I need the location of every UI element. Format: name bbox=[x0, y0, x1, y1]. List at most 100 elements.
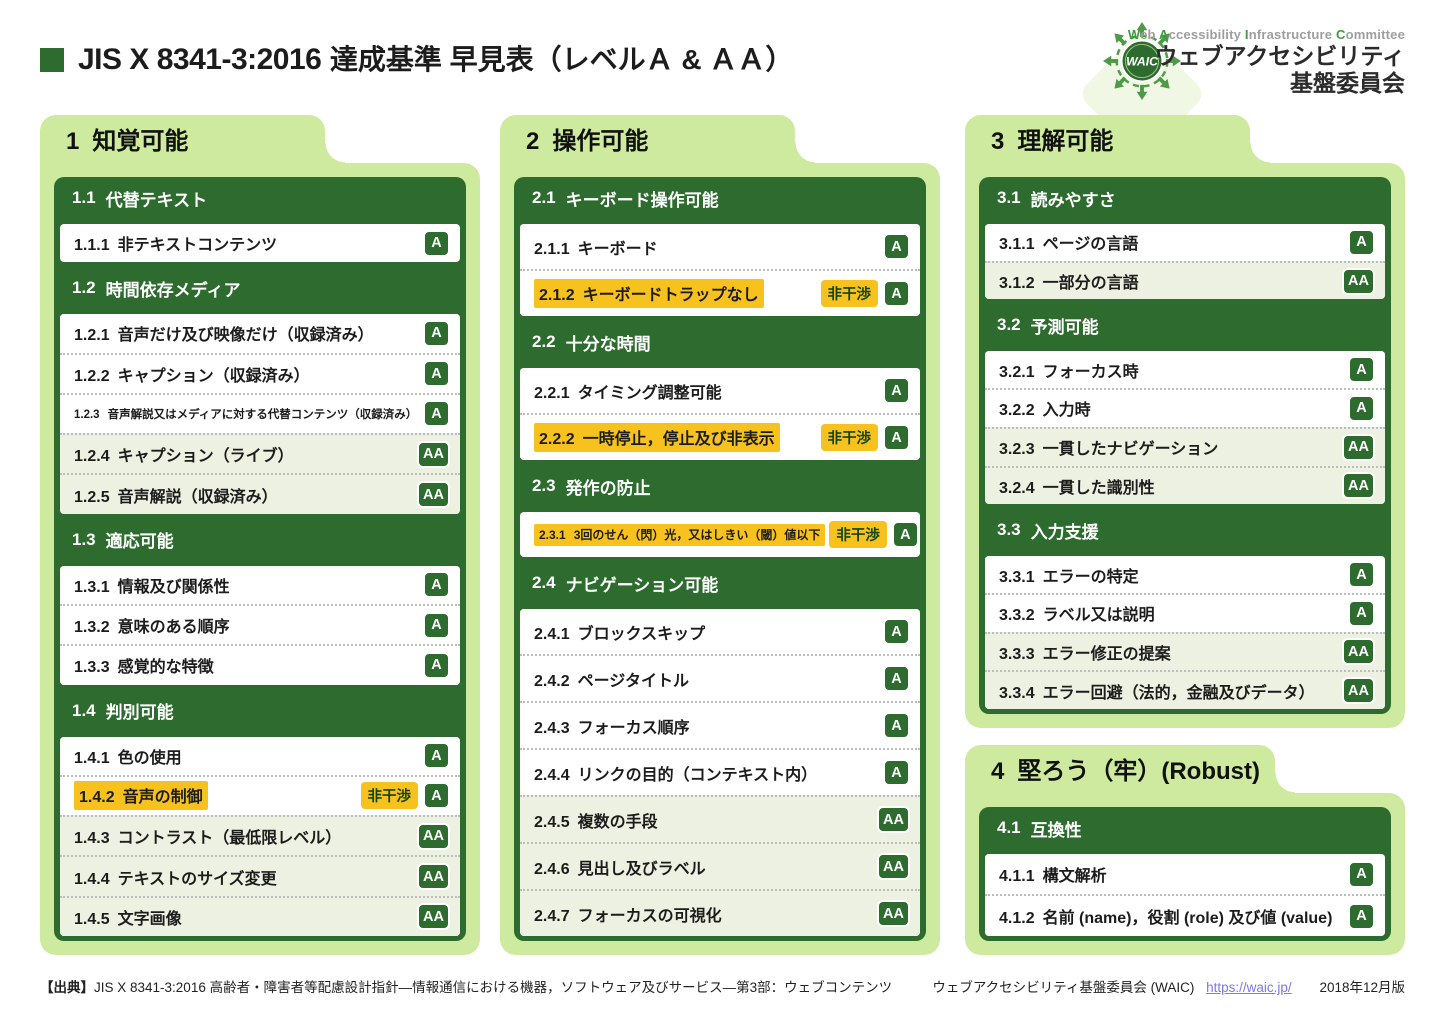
criteria-panel: 2.1 キーボード操作可能 2.1.1 キーボード A 2.1.2 キーボードトラップなし非… bbox=[514, 177, 926, 941]
criterion-text: 1.4.5 文字画像 bbox=[74, 905, 182, 929]
level-badge-aa: AA bbox=[417, 440, 450, 468]
criterion-2.3.1: 2.3.1 3回のせん（閃）光，又はしきい（閾）値以下 非干渉 A bbox=[520, 512, 920, 557]
criterion-id: 1.2.4 bbox=[74, 448, 110, 466]
criterion-2.1.1: 2.1.1 キーボード A bbox=[520, 224, 920, 269]
level-badge-a: A bbox=[1348, 860, 1375, 888]
criterion-text: 1.2.1 音声だけ及び映像だけ（収録済み） bbox=[74, 321, 374, 345]
criterion-text: 2.4.3 フォーカス順序 bbox=[534, 714, 690, 738]
section-header-3.1: 3.1 読みやすさ bbox=[979, 177, 1391, 219]
criterion-text: 1.2.3 音声解説又はメディアに対する代替コンテンツ（収録済み） bbox=[74, 406, 417, 422]
section-id: 2.2 bbox=[532, 332, 556, 351]
criterion-text: 3.3.3 エラー修正の提案 bbox=[999, 640, 1171, 664]
folder-1: 1 知覚可能 1.1 代替テキスト 1.1.1 非テキストコンテンツ A 1.2 時間依存メディ… bbox=[40, 115, 480, 955]
criterion-3.3.3: 3.3.3 エラー修正の提案 AA bbox=[985, 631, 1385, 671]
criterion-label: キャプション（収録済み） bbox=[117, 367, 310, 385]
footer-link[interactable]: https://waic.jp/ bbox=[1206, 980, 1292, 995]
folder-number: 2 bbox=[526, 127, 540, 155]
criteria-panel: 1.1 代替テキスト 1.1.1 非テキストコンテンツ A 1.2 時間依存メディア 1.2.… bbox=[54, 177, 466, 941]
criterion-4.1.1: 4.1.1 構文解析 A bbox=[985, 854, 1385, 894]
non-interference-badge: 非干渉 bbox=[820, 424, 878, 451]
criterion-label: コントラスト（最低限レベル） bbox=[117, 830, 342, 848]
criterion-text: 3.3.1 エラーの特定 bbox=[999, 563, 1139, 587]
criterion-label: 名前 (name)，役割 (role) 及び値 (value) bbox=[1042, 910, 1333, 927]
folder-title: 理解可能 bbox=[1017, 127, 1114, 155]
section-title: 十分な時間 bbox=[565, 334, 651, 354]
criterion-text: 2.1.1 キーボード bbox=[534, 235, 658, 259]
folder-2: 2 操作可能 2.1 キーボード操作可能 2.1.1 キーボード A 2.1.2 キーボードトラ… bbox=[500, 115, 940, 955]
criterion-id: 2.4.1 bbox=[534, 625, 570, 643]
criterion-4.1.2: 4.1.2 名前 (name)，役割 (role) 及び値 (value) A bbox=[985, 894, 1385, 936]
criterion-text: 1.2.4 キャプション（ライブ） bbox=[74, 442, 294, 466]
criterion-2.4.3: 2.4.3 フォーカス順序 A bbox=[520, 701, 920, 748]
criterion-text: 3.1.1 ページの言語 bbox=[999, 230, 1138, 254]
level-badge-a: A bbox=[423, 400, 450, 428]
section-header-3.3: 3.3 入力支援 bbox=[979, 509, 1391, 551]
section-id: 2.3 bbox=[532, 476, 556, 495]
criterion-id: 3.3.3 bbox=[999, 645, 1035, 663]
criterion-2.2.2: 2.2.2 一時停止，停止及び非表示 非干渉 A bbox=[520, 413, 920, 460]
criterion-text: 3.3.2 ラベル又は説明 bbox=[999, 601, 1155, 625]
footer-committee: ウェブアクセシビリティ基盤委員会 (WAIC) bbox=[932, 980, 1195, 995]
criterion-3.2.2: 3.2.2 入力時 A bbox=[985, 388, 1385, 427]
level-badge-a: A bbox=[423, 651, 450, 679]
level-badge-a: A bbox=[883, 280, 910, 307]
level-badge-aa: AA bbox=[1342, 433, 1375, 461]
section-header-1.4: 1.4 判別可能 bbox=[54, 690, 466, 732]
criterion-text: 1.4.4 テキストのサイズ変更 bbox=[74, 865, 277, 889]
criterion-1.4.1: 1.4.1 色の使用 A bbox=[60, 736, 460, 775]
criteria-panel: 3.1 読みやすさ 3.1.1 ページの言語 A 3.1.2 一部分の言語 AA 3.2 予測可能… bbox=[979, 177, 1391, 714]
criterion-1.2.4: 1.2.4 キャプション（ライブ） AA bbox=[60, 433, 460, 474]
folder-tab-3: 3 理解可能 bbox=[965, 115, 1270, 165]
criterion-id: 2.4.3 bbox=[534, 719, 570, 737]
criterion-id: 3.1.2 bbox=[999, 275, 1035, 293]
criterion-id: 1.3.1 bbox=[74, 578, 110, 596]
criterion-label: キャプション（ライブ） bbox=[117, 448, 294, 466]
criterion-1.2.5: 1.2.5 音声解説（収録済み） AA bbox=[60, 473, 460, 514]
criterion-1.3.1: 1.3.1 情報及び関係性 A bbox=[60, 565, 460, 604]
folder-number: 3 bbox=[991, 127, 1005, 155]
footer-credit: ウェブアクセシビリティ基盤委員会 (WAIC) https://waic.jp/… bbox=[932, 976, 1405, 996]
footer-edition: 2018年12月版 bbox=[1319, 980, 1405, 995]
level-badge-a: A bbox=[423, 229, 450, 257]
criterion-text: 2.4.5 複数の手段 bbox=[534, 808, 658, 832]
folder-tab-1: 1 知覚可能 bbox=[40, 115, 345, 165]
section-title: 入力支援 bbox=[1030, 522, 1099, 542]
level-badge-a: A bbox=[1348, 902, 1375, 930]
criterion-text: 2.4.2 ページタイトル bbox=[534, 667, 689, 691]
criterion-3.1.1: 3.1.1 ページの言語 A bbox=[985, 224, 1385, 261]
section-title: 予測可能 bbox=[1030, 317, 1099, 337]
criterion-1.4.4: 1.4.4 テキストのサイズ変更 AA bbox=[60, 855, 460, 896]
criterion-1.3.2: 1.3.2 意味のある順序 A bbox=[60, 603, 460, 645]
criterion-label: エラーの特定 bbox=[1042, 568, 1139, 586]
criterion-3.3.1: 3.3.1 エラーの特定 A bbox=[985, 556, 1385, 593]
criterion-3.3.2: 3.3.2 ラベル又は説明 A bbox=[985, 592, 1385, 632]
criterion-text: 1.4.3 コントラスト（最低限レベル） bbox=[74, 824, 341, 848]
criterion-id: 4.1.1 bbox=[999, 868, 1035, 885]
level-badge-aa: AA bbox=[1342, 638, 1375, 666]
criterion-label: 一貫したナビゲーション bbox=[1042, 441, 1219, 459]
criterion-id: 2.2.1 bbox=[534, 384, 570, 402]
criterion-text: 1.4.1 色の使用 bbox=[74, 744, 182, 768]
criterion-text: 2.4.1 ブロックスキップ bbox=[534, 620, 705, 644]
criterion-2.2.1: 2.2.1 タイミング調整可能 A bbox=[520, 368, 920, 413]
criterion-3.3.4: 3.3.4 エラー回避（法的，金融及びデータ） AA bbox=[985, 670, 1385, 709]
title-bullet-square bbox=[40, 47, 64, 72]
criterion-id: 3.1.1 bbox=[999, 236, 1035, 254]
criterion-label: タイミング調整可能 bbox=[577, 384, 722, 402]
page-title-subtitle: 達成基準 早見表（レベルＡ & ＡＡ） bbox=[329, 44, 794, 75]
non-interference-badge: 非干渉 bbox=[829, 521, 887, 548]
level-badge-a: A bbox=[1348, 228, 1375, 256]
criterion-id: 3.3.2 bbox=[999, 607, 1035, 625]
level-badge-aa: AA bbox=[417, 481, 450, 509]
folder-tab-2: 2 操作可能 bbox=[500, 115, 815, 165]
footer-source-label: 【出典】 bbox=[40, 980, 94, 995]
criterion-id: 1.2.3 bbox=[74, 408, 100, 421]
section-id: 1.1 bbox=[72, 188, 96, 207]
footer-source: 【出典】JIS X 8341-3:2016 高齢者・障害者等配慮設計指針―情報通… bbox=[40, 976, 892, 996]
section-header-2.1: 2.1 キーボード操作可能 bbox=[514, 177, 926, 219]
level-badge-a: A bbox=[883, 618, 910, 645]
criterion-id: 1.2.1 bbox=[74, 327, 110, 345]
level-badge-a: A bbox=[883, 377, 910, 404]
folder-number: 4 bbox=[991, 757, 1005, 785]
criterion-text: 3.2.3 一貫したナビゲーション bbox=[999, 435, 1218, 459]
